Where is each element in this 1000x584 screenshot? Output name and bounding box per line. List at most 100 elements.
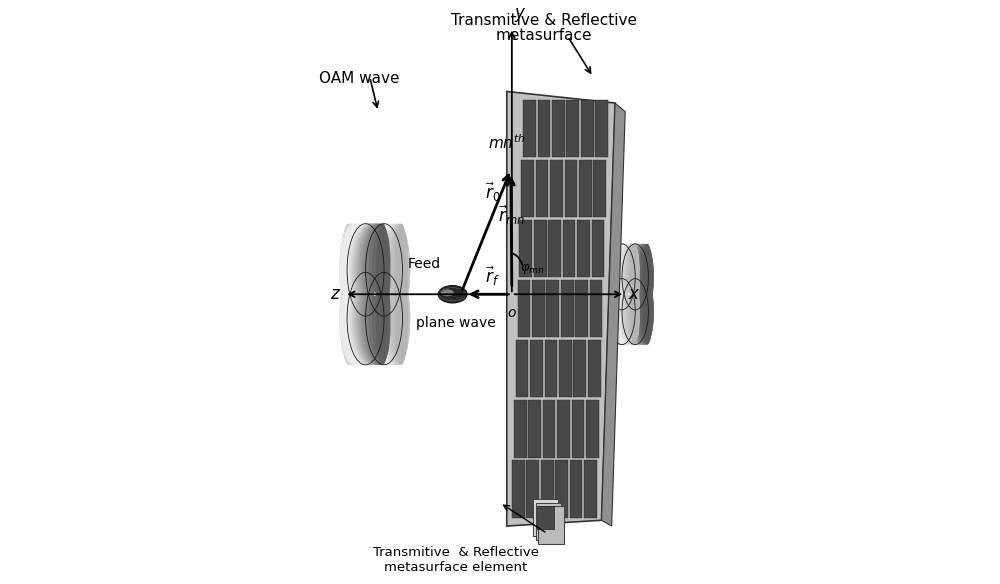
Ellipse shape: [620, 244, 646, 310]
Polygon shape: [579, 160, 592, 217]
Ellipse shape: [359, 272, 378, 365]
Ellipse shape: [358, 224, 388, 316]
Ellipse shape: [621, 244, 647, 310]
Ellipse shape: [617, 279, 638, 345]
Ellipse shape: [624, 244, 641, 310]
Polygon shape: [528, 401, 541, 457]
Polygon shape: [548, 220, 561, 277]
Ellipse shape: [616, 244, 635, 310]
Ellipse shape: [367, 272, 404, 365]
Ellipse shape: [625, 244, 651, 310]
Ellipse shape: [619, 279, 641, 345]
Text: OAM wave: OAM wave: [319, 71, 400, 86]
Text: Transmitive & Reflective: Transmitive & Reflective: [451, 13, 637, 28]
Ellipse shape: [607, 279, 634, 345]
Ellipse shape: [361, 224, 398, 316]
Ellipse shape: [605, 244, 631, 310]
Text: $mn^{th}$: $mn^{th}$: [488, 134, 526, 152]
Ellipse shape: [372, 272, 407, 365]
Ellipse shape: [624, 244, 651, 310]
Ellipse shape: [352, 272, 388, 365]
Ellipse shape: [349, 224, 386, 316]
Ellipse shape: [617, 279, 641, 345]
Polygon shape: [546, 280, 559, 338]
Ellipse shape: [622, 279, 641, 345]
Ellipse shape: [611, 279, 637, 345]
Polygon shape: [550, 160, 563, 217]
Ellipse shape: [339, 272, 365, 365]
Ellipse shape: [344, 224, 381, 316]
Ellipse shape: [361, 224, 396, 316]
Ellipse shape: [345, 272, 382, 365]
Polygon shape: [555, 460, 568, 517]
Text: $\vec{r}_0$: $\vec{r}_0$: [485, 180, 500, 204]
Ellipse shape: [376, 224, 390, 316]
Ellipse shape: [617, 244, 638, 310]
Polygon shape: [561, 280, 574, 338]
Ellipse shape: [617, 279, 640, 345]
Ellipse shape: [360, 272, 374, 365]
Ellipse shape: [358, 272, 386, 365]
Ellipse shape: [612, 244, 638, 310]
Bar: [537, 506, 554, 529]
Ellipse shape: [616, 279, 637, 345]
Ellipse shape: [621, 279, 647, 345]
Ellipse shape: [637, 279, 654, 345]
Ellipse shape: [360, 224, 394, 316]
Polygon shape: [519, 220, 532, 277]
Text: o: o: [508, 307, 516, 321]
Polygon shape: [559, 340, 572, 398]
Ellipse shape: [605, 279, 615, 345]
Ellipse shape: [631, 279, 653, 345]
Text: Transmitive  & Reflective: Transmitive & Reflective: [373, 547, 539, 559]
Ellipse shape: [603, 244, 623, 310]
Ellipse shape: [441, 290, 454, 296]
Ellipse shape: [342, 224, 378, 316]
Ellipse shape: [615, 244, 639, 310]
Ellipse shape: [340, 224, 370, 316]
Ellipse shape: [384, 224, 410, 316]
Ellipse shape: [369, 272, 392, 365]
Ellipse shape: [624, 279, 651, 345]
Ellipse shape: [341, 272, 376, 365]
Ellipse shape: [617, 244, 631, 310]
Polygon shape: [552, 100, 565, 157]
Ellipse shape: [605, 279, 629, 345]
Ellipse shape: [341, 224, 374, 316]
Text: $\varphi_{mn}$: $\varphi_{mn}$: [520, 262, 545, 276]
Ellipse shape: [608, 244, 635, 310]
Ellipse shape: [366, 224, 403, 316]
Ellipse shape: [360, 272, 394, 365]
Ellipse shape: [394, 272, 408, 365]
Ellipse shape: [358, 272, 388, 365]
Ellipse shape: [627, 279, 652, 345]
Ellipse shape: [629, 279, 653, 345]
Ellipse shape: [339, 272, 368, 365]
Ellipse shape: [621, 244, 648, 310]
Ellipse shape: [372, 224, 407, 316]
Ellipse shape: [629, 244, 653, 310]
Ellipse shape: [634, 244, 654, 310]
Ellipse shape: [604, 244, 628, 310]
Ellipse shape: [604, 279, 617, 345]
Ellipse shape: [628, 279, 653, 345]
Ellipse shape: [369, 272, 406, 365]
Polygon shape: [526, 460, 539, 517]
Polygon shape: [584, 460, 597, 517]
Circle shape: [628, 293, 629, 296]
Ellipse shape: [382, 224, 410, 316]
Ellipse shape: [640, 244, 653, 310]
Polygon shape: [566, 100, 579, 157]
Polygon shape: [592, 220, 604, 277]
Polygon shape: [538, 100, 550, 157]
Polygon shape: [577, 220, 590, 277]
Polygon shape: [557, 401, 570, 457]
Ellipse shape: [342, 272, 378, 365]
Ellipse shape: [618, 244, 628, 310]
Ellipse shape: [625, 279, 651, 345]
Ellipse shape: [390, 272, 409, 365]
Ellipse shape: [350, 272, 387, 365]
Ellipse shape: [618, 279, 644, 345]
Ellipse shape: [341, 224, 355, 316]
Ellipse shape: [355, 272, 390, 365]
